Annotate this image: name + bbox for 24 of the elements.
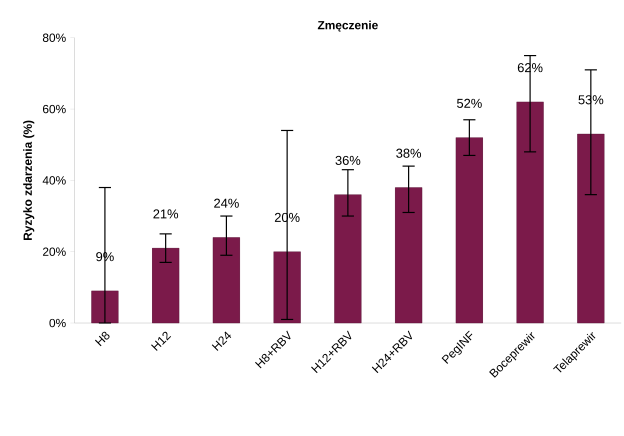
y-tick-label: 80%: [42, 33, 66, 42]
y-axis-title: Ryzyko zdarzenia (%): [23, 120, 34, 240]
data-label: 38%: [396, 148, 422, 158]
x-tick-label: H12: [151, 332, 172, 351]
bar: [456, 137, 483, 324]
data-label: 36%: [335, 156, 360, 165]
bar: [395, 187, 422, 324]
bar: [274, 251, 301, 324]
bar: [91, 290, 119, 324]
x-tick-label: H8: [94, 332, 110, 346]
y-tick-label: 40%: [42, 176, 66, 184]
y-tick-label: 20%: [42, 247, 66, 256]
bar: [516, 102, 544, 324]
bar: [577, 134, 604, 324]
bar: [334, 194, 362, 324]
y-tick-label: 0%: [49, 318, 66, 328]
chart-title: Zmęczenie: [318, 20, 378, 32]
bar: [212, 237, 240, 324]
x-tick-label: H24: [212, 331, 232, 351]
y-tick-label: 60%: [42, 104, 66, 114]
data-label: 21%: [153, 209, 178, 218]
bar: [152, 248, 180, 324]
data-label: 24%: [214, 198, 239, 208]
data-label: 52%: [456, 98, 482, 108]
